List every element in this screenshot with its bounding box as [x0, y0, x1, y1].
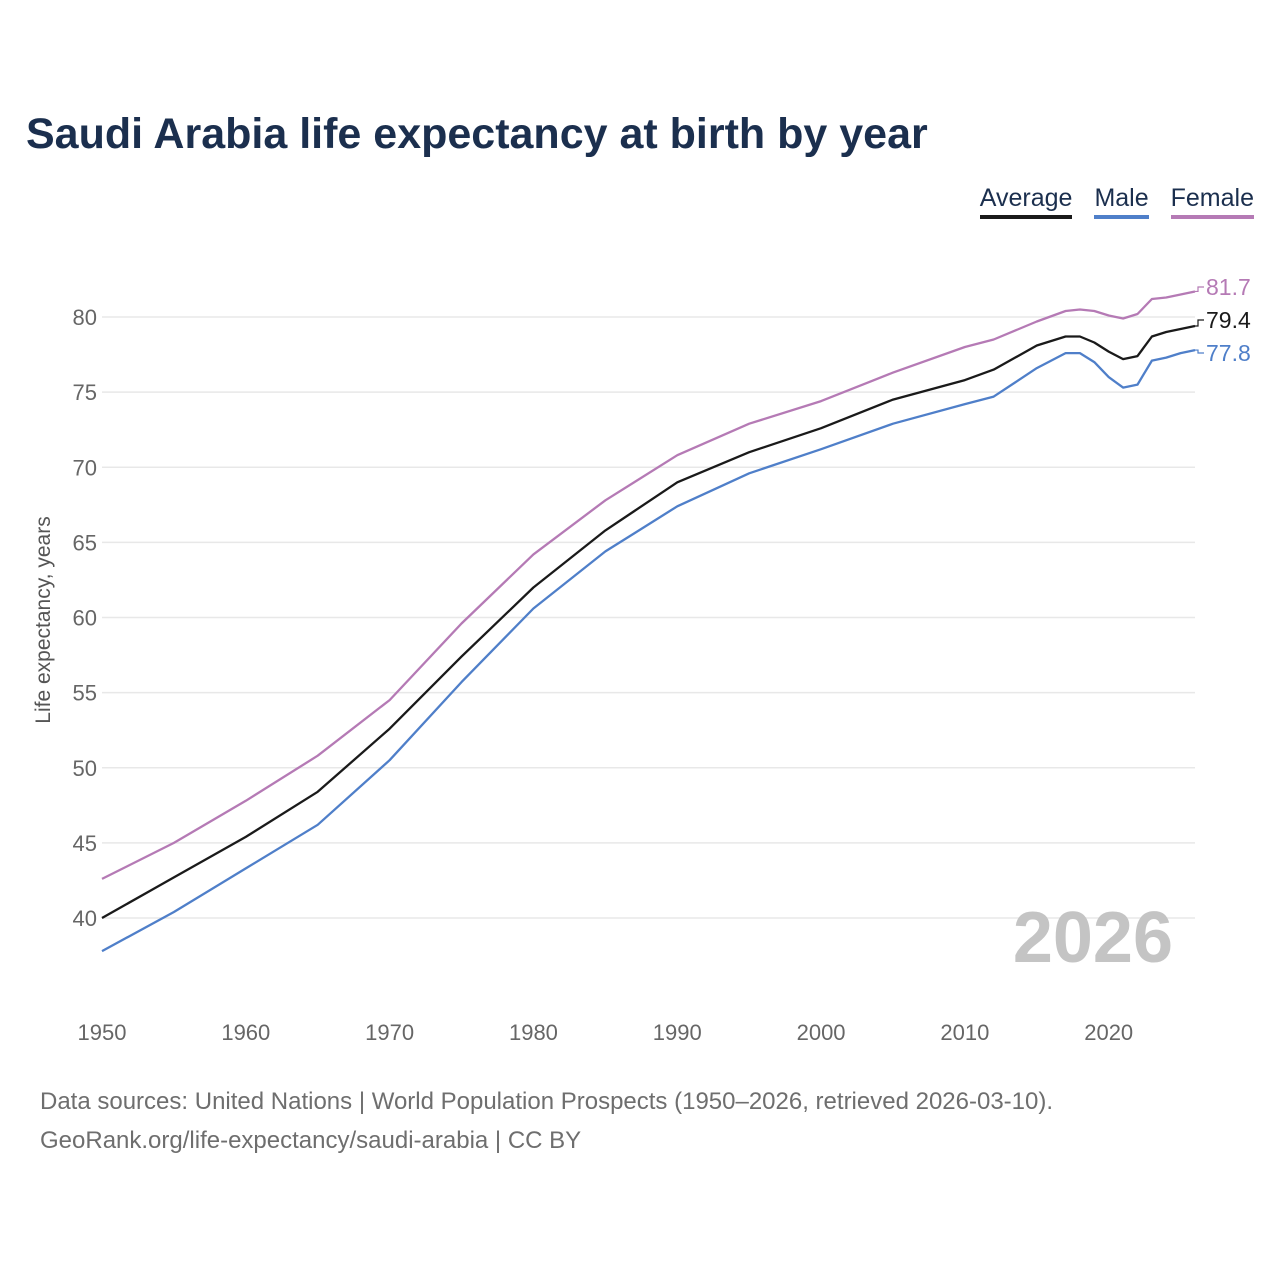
end-label-female: 81.7: [1206, 274, 1251, 300]
year-annotation: 2026: [1013, 898, 1173, 978]
y-tick-label: 60: [73, 606, 97, 631]
end-label-connector: [1195, 286, 1204, 293]
x-tick-label: 1980: [509, 1020, 558, 1045]
data-sources: Data sources: United Nations | World Pop…: [40, 1088, 1054, 1115]
chart-title: Saudi Arabia life expectancy at birth by…: [26, 110, 928, 158]
x-tick-label: 1950: [78, 1020, 127, 1045]
x-tick-label: 1960: [221, 1020, 270, 1045]
series-line-male: [101, 348, 1196, 953]
x-tick-label: 2000: [797, 1020, 846, 1045]
y-tick-label: 55: [73, 681, 97, 706]
y-axis-label: Life expectancy, years: [32, 516, 55, 723]
legend: Average Male Female: [979, 184, 1254, 219]
legend-male[interactable]: Male: [1094, 184, 1149, 219]
y-tick-label: 50: [73, 756, 97, 781]
x-tick-label: 2020: [1084, 1020, 1133, 1045]
y-tick-label: 65: [73, 530, 97, 555]
x-tick-label: 2010: [940, 1020, 989, 1045]
legend-average[interactable]: Average: [979, 184, 1073, 219]
end-label-connector: [1195, 349, 1204, 354]
y-tick-label: 75: [73, 380, 97, 405]
series-line-female: [101, 290, 1196, 880]
x-tick-label: 1990: [653, 1020, 702, 1045]
credit-link[interactable]: GeoRank.org/life-expectancy/saudi-arabia…: [40, 1127, 582, 1154]
end-label-connector: [1195, 319, 1204, 327]
legend-female[interactable]: Female: [1170, 184, 1254, 219]
series-line-average: [101, 324, 1196, 920]
y-tick-label: 80: [73, 305, 97, 330]
end-label-male: 77.8: [1206, 340, 1251, 366]
y-tick-label: 45: [73, 831, 97, 856]
x-tick-label: 1970: [365, 1020, 414, 1045]
end-label-average: 79.4: [1206, 307, 1251, 333]
y-tick-label: 70: [73, 455, 97, 480]
y-tick-label: 40: [73, 906, 97, 931]
